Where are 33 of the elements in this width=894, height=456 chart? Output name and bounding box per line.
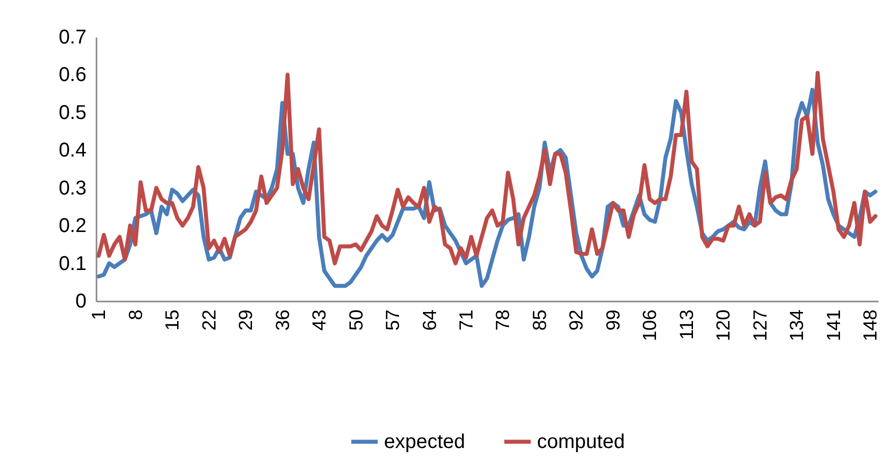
x-tick-label: 43 [310,310,331,331]
x-tick-label: 92 [566,310,588,331]
x-tick-label: 85 [530,310,551,331]
x-tick-label: 113 [676,310,698,340]
y-tick-label: 0.7 [58,26,86,48]
x-tick-label: 99 [603,310,624,331]
x-tick-label: 22 [199,310,220,331]
y-tick-label: 0.3 [58,177,86,200]
y-tick-label: 0.5 [58,102,86,124]
y-tick-label: 0.6 [58,64,86,86]
x-tick-label: 1 [89,310,110,320]
x-tick-label: 78 [493,310,514,331]
y-tick-label: 0.1 [58,252,86,275]
x-tick-label: 127 [750,310,772,342]
x-tick-label: 36 [272,310,294,331]
x-tick-label: 57 [383,310,404,331]
y-tick-label: 0.4 [58,140,86,162]
x-tick-label: 148 [860,310,882,342]
x-tick-label: 120 [714,310,735,342]
x-tick-label: 106 [640,310,662,342]
legend-label: expected [384,430,466,453]
x-tick-label: 50 [346,310,368,331]
x-tick-label: 8 [126,310,147,320]
legend-label: computed [537,430,625,453]
y-tick-label: 0 [75,290,86,312]
x-tick-label: 15 [162,310,184,331]
y-tick-label: 0.2 [58,215,86,238]
x-tick-label: 29 [236,310,258,331]
x-tick-label: 134 [787,309,808,342]
x-tick-label: 141 [824,310,845,342]
x-tick-label: 71 [456,310,478,331]
x-tick-label: 64 [420,309,441,331]
line-series [96,70,878,266]
